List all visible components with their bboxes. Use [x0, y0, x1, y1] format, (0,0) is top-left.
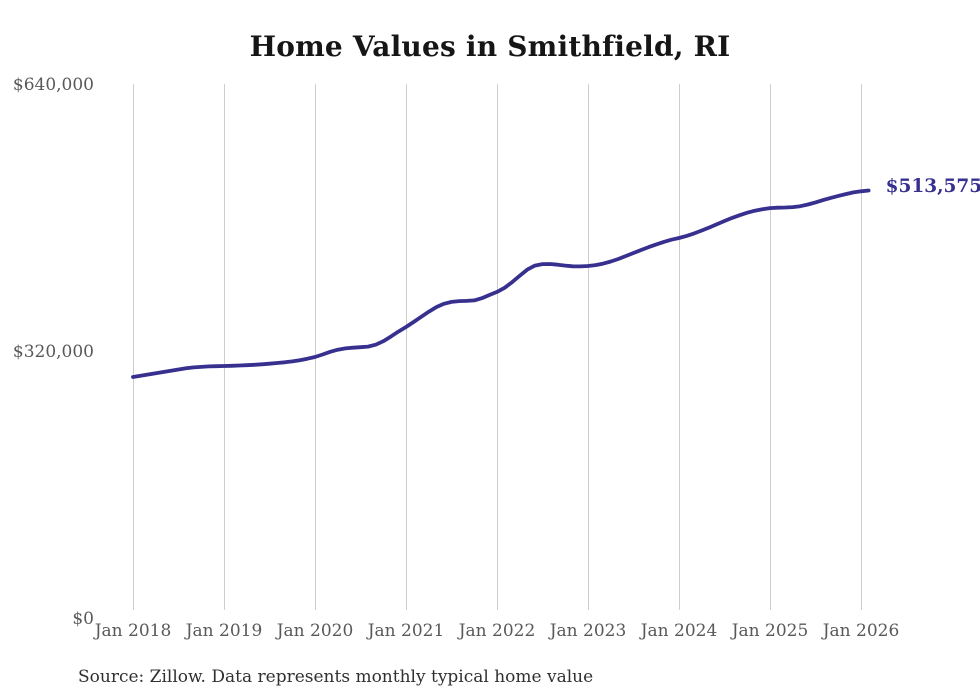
latest-value-label: $513,575 [885, 176, 980, 198]
source-note: Source: Zillow. Data represents monthly … [78, 667, 594, 687]
x-axis-tick-label: Jan 2022 [458, 621, 536, 641]
y-axis-tick-640000: $640,000 [12, 75, 94, 95]
gridlines-group [133, 84, 862, 610]
y-axis-tick-0: $0 [72, 609, 94, 629]
x-axis-tick-label: Jan 2024 [640, 621, 718, 641]
x-axis-tick-label: Jan 2019 [185, 621, 263, 641]
x-axis-tick-label: Jan 2021 [367, 621, 445, 641]
x-axis-tick-label: Jan 2018 [94, 621, 172, 641]
x-axis-tick-label: Jan 2025 [731, 621, 809, 641]
home-value-line [131, 188, 871, 379]
y-axis-tick-320000: $320,000 [12, 342, 94, 362]
x-axis-tick-label: Jan 2026 [822, 621, 900, 641]
x-axis-tick-label: Jan 2023 [549, 621, 627, 641]
x-axis-tick-label: Jan 2020 [276, 621, 354, 641]
chart-title: Home Values in Smithfield, RI [249, 30, 731, 63]
